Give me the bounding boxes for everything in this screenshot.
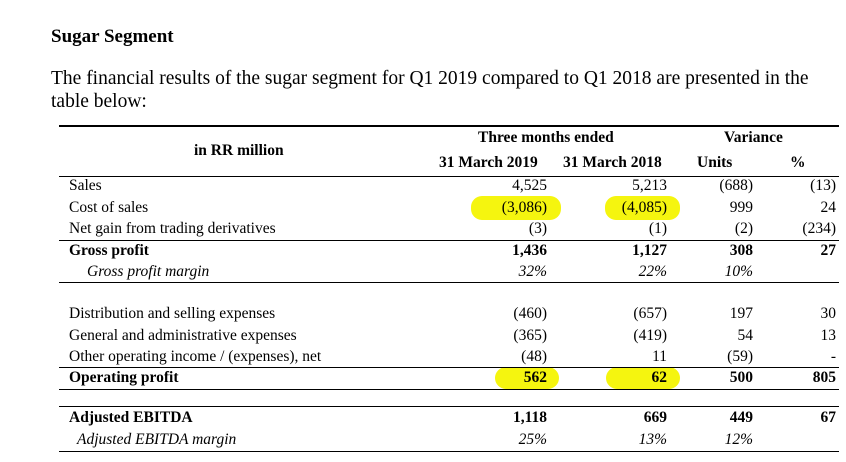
row-label: Gross profit <box>69 242 149 259</box>
highlight-cost-2019 <box>471 196 561 220</box>
value-2019: 1,118 <box>512 409 547 426</box>
row-label: Operating profit <box>69 369 179 386</box>
value-2019: (3,086) <box>501 199 547 216</box>
value-2018: 5,213 <box>632 177 667 194</box>
variance-units: 12% <box>724 431 753 448</box>
variance-units: 197 <box>729 305 753 322</box>
value-2019: (365) <box>513 327 547 344</box>
intro-paragraph: The financial results of the sugar segme… <box>51 68 809 112</box>
value-2019: 562 <box>523 369 547 386</box>
three-months-header: Three months ended <box>478 129 614 146</box>
unit-label: in RR million <box>194 142 284 159</box>
row-label: Cost of sales <box>69 199 149 216</box>
value-2019: 4,525 <box>512 177 547 194</box>
value-2019: 32% <box>518 263 547 280</box>
variance-units: 54 <box>737 327 754 344</box>
variance-pct: (13) <box>810 177 836 194</box>
value-2019: (460) <box>513 305 547 322</box>
variance-pct: 805 <box>812 369 836 386</box>
value-2019: (48) <box>521 348 547 365</box>
variance-pct: (234) <box>802 220 836 237</box>
value-2018: 62 <box>651 369 668 386</box>
value-2018: 22% <box>638 263 667 280</box>
row-label: Other operating income / (expenses), net <box>69 348 322 365</box>
row-rule <box>59 367 839 368</box>
section-title: Sugar Segment <box>51 26 174 47</box>
variance-units: 500 <box>729 369 753 386</box>
variance-pct: 24 <box>820 199 837 216</box>
variance-pct: 13 <box>820 327 837 344</box>
highlight-op-2018 <box>606 367 680 389</box>
row-label: Adjusted EBITDA <box>69 409 193 426</box>
variance-pct: 67 <box>820 409 837 426</box>
variance-units: (688) <box>719 177 753 194</box>
value-2018: 11 <box>652 348 667 365</box>
row-label: Gross profit margin <box>87 263 210 280</box>
variance-units: 10% <box>724 263 753 280</box>
row-rule <box>59 389 839 390</box>
row-label: General and administrative expenses <box>69 327 297 344</box>
variance-units: 999 <box>729 199 753 216</box>
value-2019: 25% <box>518 431 547 448</box>
table-top-rule <box>59 125 839 127</box>
value-2018: 669 <box>643 409 667 426</box>
col-header-units: Units <box>697 154 733 171</box>
variance-units: 449 <box>729 409 753 426</box>
col-header-2018: 31 March 2018 <box>563 154 662 171</box>
header-rule <box>59 176 839 177</box>
value-2019: 1,436 <box>512 242 547 259</box>
row-rule <box>59 282 839 283</box>
variance-header: Variance <box>724 129 783 146</box>
value-2018: (419) <box>633 327 667 344</box>
value-2018: (4,085) <box>621 199 667 216</box>
row-label: Net gain from trading derivatives <box>69 220 276 237</box>
variance-pct: 30 <box>820 305 837 322</box>
variance-pct: - <box>830 348 836 365</box>
col-header-2019: 31 March 2019 <box>439 154 538 171</box>
value-2019: (3) <box>528 220 547 237</box>
highlight-cost-2018 <box>605 196 680 220</box>
row-label: Distribution and selling expenses <box>69 305 276 322</box>
row-label: Adjusted EBITDA margin <box>77 431 237 448</box>
variance-units: (59) <box>727 348 753 365</box>
row-label: Sales <box>69 177 102 194</box>
row-rule <box>59 406 839 407</box>
value-2018: (1) <box>648 220 667 237</box>
value-2018: 1,127 <box>632 242 667 259</box>
variance-units: (2) <box>734 220 753 237</box>
variance-units: 308 <box>729 242 753 259</box>
variance-pct: 27 <box>820 242 837 259</box>
table-bottom-rule <box>59 451 839 452</box>
highlight-op-2019 <box>495 367 559 389</box>
value-2018: 13% <box>638 431 667 448</box>
row-rule <box>59 240 839 241</box>
value-2018: (657) <box>633 305 667 322</box>
col-header-pct: % <box>790 154 806 171</box>
